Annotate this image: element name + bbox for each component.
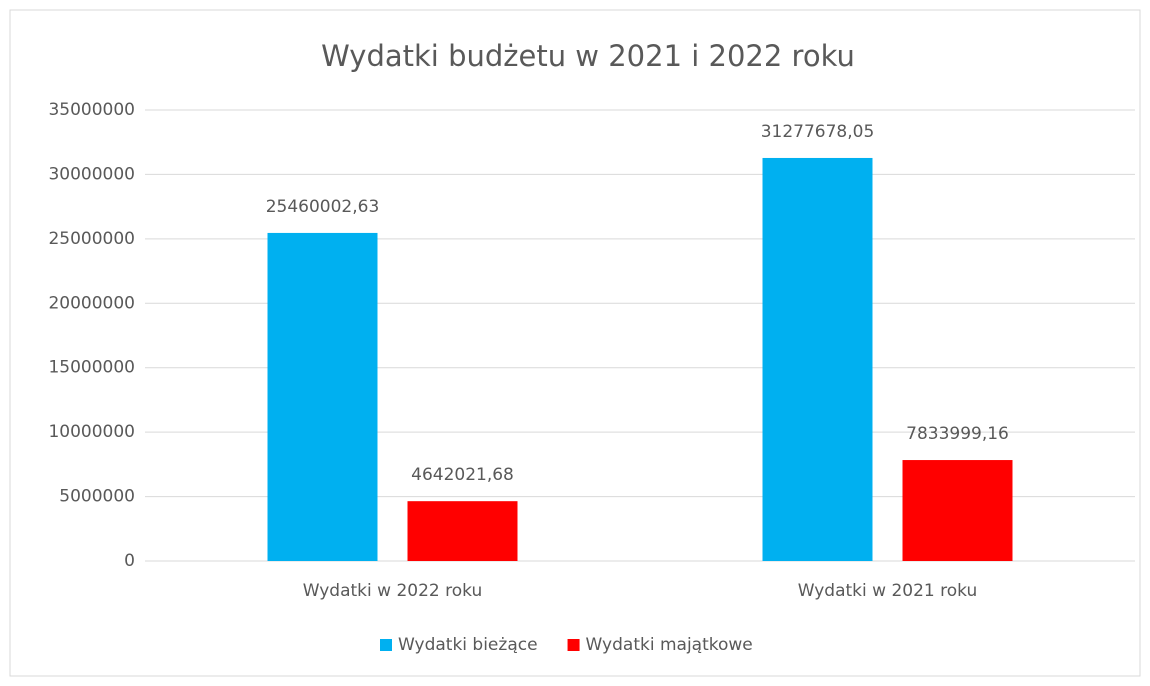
x-tick-label: Wydatki w 2022 roku [303,581,483,601]
y-tick-label: 5000000 [59,487,135,507]
legend-label: Wydatki bieżące [398,635,538,655]
legend-label: Wydatki majątkowe [586,635,753,655]
y-tick-label: 35000000 [48,100,135,120]
legend-swatch [380,639,392,651]
bar [267,232,378,561]
y-tick-label: 20000000 [48,293,135,313]
bar [407,501,518,561]
y-tick-label: 25000000 [48,229,135,249]
data-label: 4642021,68 [411,465,514,485]
data-label: 25460002,63 [266,197,380,217]
chart-border [9,9,1141,677]
y-tick-label: 30000000 [48,164,135,184]
y-tick-label: 10000000 [48,422,135,442]
bar [762,157,873,561]
legend-swatch [567,639,580,651]
data-label: 31277678,05 [761,122,875,142]
chart-title: Wydatki budżetu w 2021 i 2022 roku [321,39,855,73]
y-tick-label: 0 [124,551,135,571]
y-tick-label: 15000000 [48,358,135,378]
x-tick-label: Wydatki w 2021 roku [798,581,978,601]
bar [902,460,1013,561]
data-label: 7833999,16 [906,424,1009,444]
